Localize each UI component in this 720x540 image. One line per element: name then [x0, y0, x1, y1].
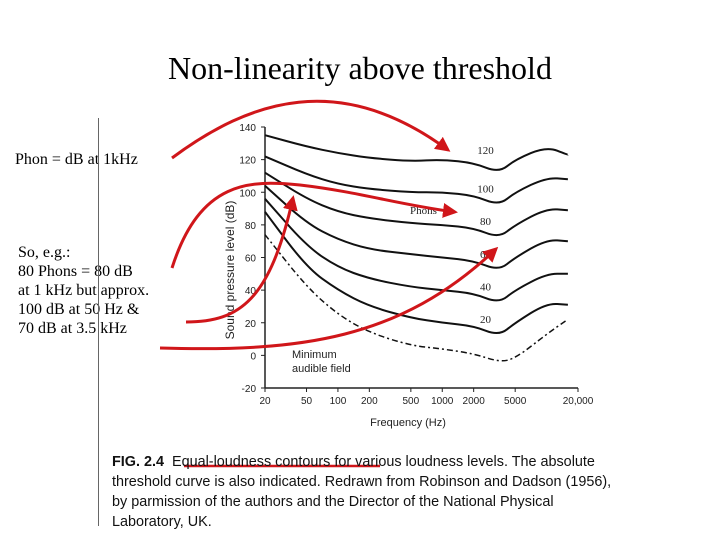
caption-label: FIG. 2.4 [112, 454, 164, 470]
phon-curve-100 [264, 155, 568, 204]
x-axis-label: Frequency (Hz) [370, 417, 446, 429]
caption-line: FIG. 2.4 Equal-loudness contours for var… [112, 452, 712, 472]
example-line: 80 Phons = 80 dB [18, 263, 133, 280]
curve-label: 80 [480, 216, 492, 228]
example-note: So, e.g.: 80 Phons = 80 dB at 1 kHz but … [18, 243, 149, 338]
x-tick-label: 2000 [463, 396, 486, 407]
y-tick-label: 0 [250, 351, 256, 362]
x-tick-label: 200 [361, 396, 378, 407]
caption-line: by parmission of the authors and the Dir… [112, 494, 554, 510]
y-tick-label: 20 [245, 319, 257, 330]
y-axis-label: Sound pressure level (dB) [223, 201, 237, 340]
arrow-50hz [185, 195, 298, 324]
example-line: 100 dB at 50 Hz & [18, 301, 140, 318]
caption-line: Laboratory, UK. [112, 514, 212, 530]
arrow-80phon-1khz [170, 181, 458, 269]
example-line: So, e.g.: [18, 244, 71, 261]
caption-line: threshold curve is also indicated. Redra… [112, 474, 612, 490]
curve-label: 20 [480, 314, 492, 326]
arrow-phon-to-120 [171, 99, 451, 160]
x-tick-label: 100 [330, 396, 347, 407]
x-tick-label: 20,000 [563, 396, 594, 407]
arrow-3-5khz [159, 246, 499, 351]
curve-label: 120 [477, 145, 494, 157]
audible-field-label: audible field [292, 363, 351, 375]
slide-title: Non-linearity above threshold [168, 50, 552, 86]
x-tick-label: 1000 [431, 396, 454, 407]
chart-axes: -20 0 20 40 60 80 100 120 140 20 50 100 200 500 1000 20… [239, 123, 593, 407]
y-tick-label: 120 [239, 156, 256, 167]
y-tick-label: 100 [239, 188, 256, 199]
y-tick-label: 80 [245, 221, 257, 232]
x-tick-label: 20 [259, 396, 271, 407]
curve-label: 100 [477, 184, 494, 196]
y-tick-label: -20 [242, 384, 257, 395]
annotation-arrows [159, 99, 499, 468]
phon-curve-20 [264, 211, 568, 334]
figure-labels: Sound pressure level (dB) Frequency (Hz)… [223, 201, 446, 429]
phon-curve-120 [264, 134, 569, 171]
minimum-audible-field-curve [264, 234, 569, 362]
x-tick-label: 500 [403, 396, 420, 407]
phon-curve-60 [264, 184, 568, 269]
minimum-label: Minimum [292, 349, 337, 361]
phon-curve-80 [264, 171, 568, 237]
x-tick-label: 50 [301, 396, 313, 407]
y-tick-label: 140 [239, 123, 256, 134]
example-line: at 1 kHz but approx. [18, 282, 150, 299]
caption-text: Equal-loudness contours for various loud… [171, 454, 595, 470]
phon-definition-note: Phon = dB at 1kHz [15, 151, 138, 168]
y-tick-label: 60 [245, 254, 257, 265]
curve-label: 40 [480, 281, 492, 293]
figure-caption: FIG. 2.4 Equal-loudness contours for var… [112, 452, 712, 532]
example-line: 70 dB at 3.5 kHz [18, 320, 127, 337]
x-tick-label: 5000 [504, 396, 527, 407]
figure-scan-edge [98, 118, 99, 526]
y-tick-label: 40 [245, 286, 257, 297]
